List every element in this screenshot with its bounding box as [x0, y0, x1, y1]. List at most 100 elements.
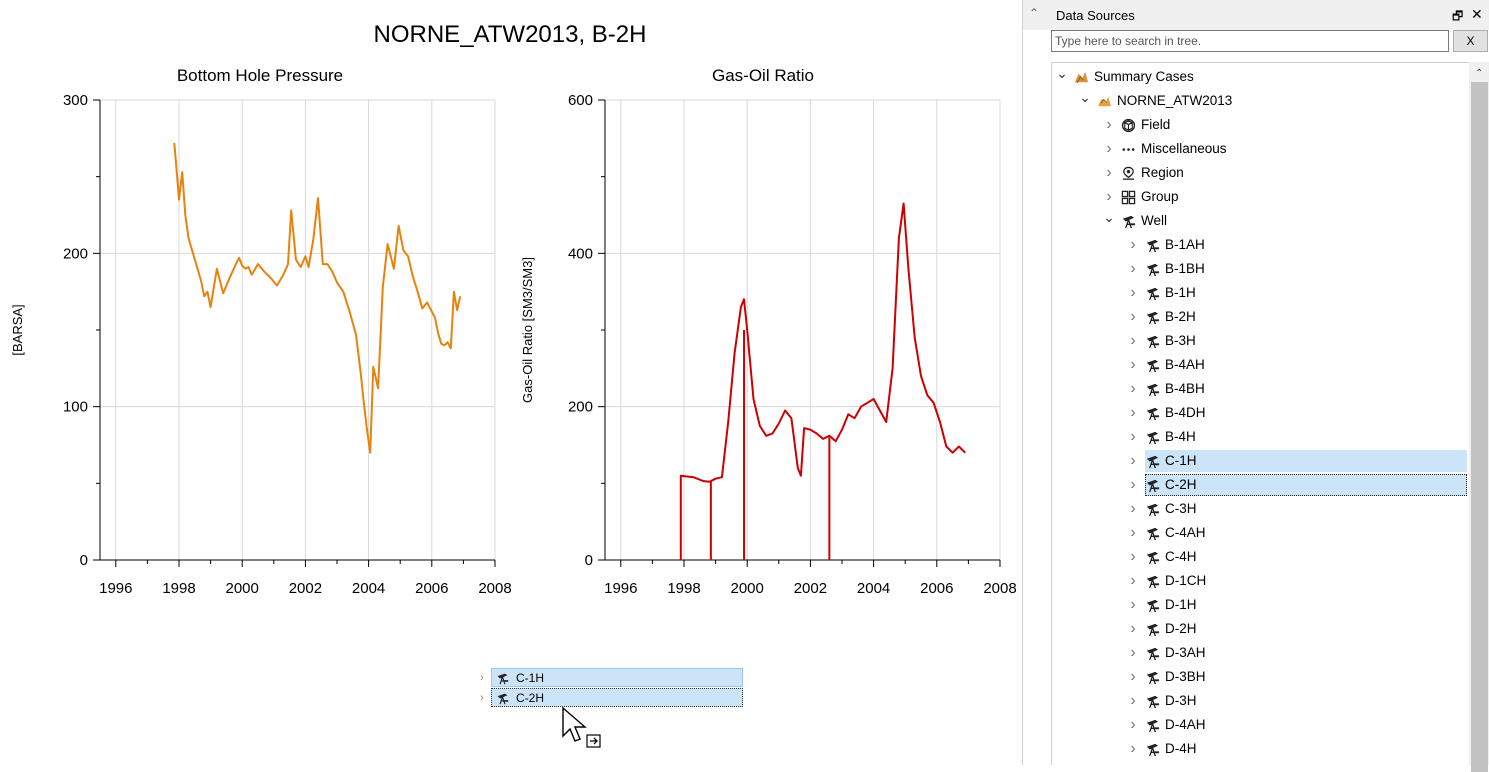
well-icon	[1145, 238, 1160, 253]
tree-node[interactable]: › Group	[1102, 186, 1432, 208]
data-sources-tree[interactable]: ⌄ Summary Cases ⌄ NORNE_ATW2013 › Field › Misce…	[1051, 62, 1469, 765]
expand-chevron-right-icon[interactable]: ›	[1130, 428, 1136, 445]
drag-cursor-icon	[562, 706, 601, 748]
tree-search-input[interactable]	[1051, 30, 1449, 52]
tree-node-label: Summary Cases	[1094, 69, 1194, 84]
drag-ghost: › C-1H › C-2H	[476, 668, 746, 708]
expand-chevron-right-icon[interactable]: ›	[1130, 572, 1136, 589]
tree-node[interactable]: › Region	[1102, 162, 1432, 184]
scrollbar-thumb[interactable]	[1471, 82, 1488, 772]
tree-node[interactable]: › C-4AH	[1126, 522, 1456, 544]
tree-node[interactable]: ⌄ Well	[1102, 209, 1432, 232]
expand-chevron-right-icon[interactable]: ›	[1130, 716, 1136, 733]
expand-chevron-right-icon[interactable]: ›	[1130, 356, 1136, 373]
close-panel-button[interactable]: ✕	[1471, 6, 1483, 22]
well-icon	[496, 691, 510, 705]
tree-node[interactable]: › D-1H	[1126, 594, 1456, 616]
tree-node[interactable]: › C-1H	[1130, 450, 1467, 472]
tree-node[interactable]: › D-4AH	[1126, 714, 1456, 736]
expand-chevron-right-icon[interactable]: ›	[1130, 308, 1136, 325]
expand-chevron-right-icon[interactable]: ›	[1106, 164, 1112, 181]
expand-chevron-down-icon[interactable]: ⌄	[1056, 65, 1068, 81]
chart-0-title: Bottom Hole Pressure	[177, 66, 343, 85]
tree-node-label: D-4H	[1165, 741, 1197, 756]
plot-window[interactable]: NORNE_ATW2013, B-2H Bottom Hole Pressure […	[0, 0, 1022, 765]
summary-cases-icon	[1074, 70, 1089, 85]
chart-1-y-tick-label: 600	[568, 92, 593, 109]
expand-chevron-right-icon[interactable]: ›	[1130, 380, 1136, 397]
drag-ghost-item: › C-1H	[476, 668, 746, 688]
misc-icon	[1121, 142, 1136, 157]
collapse-panel-icon[interactable]: ⌃	[1029, 6, 1040, 20]
expand-chevron-right-icon[interactable]: ›	[1130, 740, 1136, 757]
expand-chevron-right-icon[interactable]: ›	[1130, 404, 1136, 421]
tree-node[interactable]: › D-3H	[1126, 690, 1456, 712]
expand-chevron-right-icon[interactable]: ›	[1130, 452, 1136, 469]
tree-node[interactable]: › C-2H	[1130, 474, 1467, 496]
chart-0-x-tick-label: 1998	[162, 580, 195, 597]
tree-node[interactable]: › D-4H	[1126, 738, 1456, 760]
drag-ghost-item: › C-2H	[476, 688, 746, 708]
tree-node[interactable]: › B-4H	[1126, 426, 1456, 448]
well-icon	[1145, 454, 1160, 469]
well-icon	[1145, 526, 1160, 541]
expand-chevron-right-icon[interactable]: ›	[1130, 524, 1136, 541]
chart-0-series-line	[173, 142, 462, 454]
tree-node-label: Field	[1141, 117, 1171, 132]
tree-node-label: D-3BH	[1165, 669, 1206, 684]
chart-0-y-tick-label: 200	[63, 245, 88, 262]
tree-node[interactable]: ⌄ Summary Cases	[1055, 65, 1385, 88]
expand-chevron-right-icon[interactable]: ›	[1106, 140, 1112, 157]
tree-node[interactable]: › D-2H	[1126, 618, 1456, 640]
chart-1-x-tick-label: 2006	[920, 580, 953, 597]
tree-node-label: C-3H	[1165, 501, 1197, 516]
tree-node[interactable]: › B-4BH	[1126, 378, 1456, 400]
tree-node[interactable]: › C-4H	[1126, 546, 1456, 568]
clear-search-button[interactable]: X	[1453, 30, 1488, 52]
chart-1-title: Gas-Oil Ratio	[712, 66, 814, 85]
tree-node[interactable]: › B-4DH	[1126, 402, 1456, 424]
plot-canvas: NORNE_ATW2013, B-2H Bottom Hole Pressure […	[10, 21, 1017, 597]
expand-chevron-right-icon[interactable]: ›	[1130, 476, 1136, 493]
tree-node[interactable]: › C-3H	[1126, 498, 1456, 520]
tree-node[interactable]: ⌄ NORNE_ATW2013	[1078, 89, 1408, 112]
tree-node[interactable]: › B-1H	[1126, 282, 1456, 304]
tree-node[interactable]: › B-2H	[1126, 306, 1456, 328]
chart-0-x-tick-label: 2006	[415, 580, 448, 597]
expand-chevron-down-icon[interactable]: ⌄	[1079, 89, 1091, 105]
scroll-up-icon[interactable]: ⌃	[1475, 68, 1484, 79]
expand-chevron-right-icon[interactable]: ›	[1130, 596, 1136, 613]
tree-scrollbar[interactable]: ⌃	[1469, 62, 1489, 772]
expand-chevron-right-icon[interactable]: ›	[1106, 188, 1112, 205]
tree-node[interactable]: › B-1BH	[1126, 258, 1456, 280]
tree-node[interactable]: › Miscellaneous	[1102, 138, 1432, 160]
expand-chevron-right-icon[interactable]: ›	[1130, 332, 1136, 349]
chart-1-y-tick-label: 0	[585, 552, 593, 569]
float-panel-button[interactable]: 🗗	[1452, 9, 1464, 23]
expand-chevron-right-icon[interactable]: ›	[1130, 236, 1136, 253]
tree-node[interactable]: › B-1AH	[1126, 234, 1456, 256]
tree-node[interactable]: › B-3H	[1126, 330, 1456, 352]
tree-node-label: D-3H	[1165, 693, 1197, 708]
group-icon	[1121, 190, 1136, 205]
tree-node-label: B-4DH	[1165, 405, 1206, 420]
expand-chevron-right-icon[interactable]: ›	[1130, 668, 1136, 685]
tree-node[interactable]: › D-1CH	[1126, 570, 1456, 592]
region-icon	[1121, 166, 1136, 181]
expand-chevron-down-icon[interactable]: ⌄	[1103, 209, 1115, 225]
tree-node[interactable]: › D-3BH	[1126, 666, 1456, 688]
expand-chevron-right-icon[interactable]: ›	[1130, 620, 1136, 637]
expand-chevron-right-icon[interactable]: ›	[1130, 548, 1136, 565]
expand-chevron-right-icon[interactable]: ›	[1130, 260, 1136, 277]
expand-chevron-right-icon[interactable]: ›	[1130, 500, 1136, 517]
expand-chevron-right-icon[interactable]: ›	[1106, 116, 1112, 133]
expand-chevron-right-icon[interactable]: ›	[1130, 644, 1136, 661]
expand-chevron-right-icon[interactable]: ›	[1130, 692, 1136, 709]
tree-node[interactable]: › B-4AH	[1126, 354, 1456, 376]
expand-chevron-right-icon[interactable]: ›	[1130, 284, 1136, 301]
tree-node-label: NORNE_ATW2013	[1117, 93, 1233, 108]
chart-0-x-tick-label: 2000	[226, 580, 259, 597]
tree-node[interactable]: › D-3AH	[1126, 642, 1456, 664]
tree-node[interactable]: › Field	[1102, 114, 1432, 136]
well-icon	[1145, 574, 1160, 589]
